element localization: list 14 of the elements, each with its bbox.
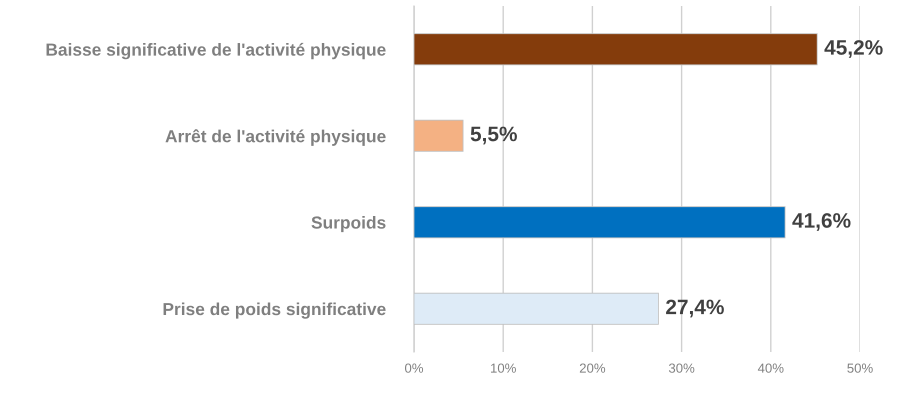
x-tick-label: 30% bbox=[668, 363, 694, 373]
x-tick-label: 40% bbox=[758, 363, 784, 373]
data-label: 27,4% bbox=[666, 300, 724, 318]
y-tick-label: Surpoids bbox=[311, 216, 386, 232]
data-label: 41,6% bbox=[792, 213, 851, 231]
data-label: 5,5% bbox=[470, 126, 517, 144]
data-label: 45,2% bbox=[824, 40, 883, 58]
x-tick-label: 0% bbox=[404, 363, 424, 373]
y-tick-label: Baisse significative de l'activité physique bbox=[46, 42, 386, 60]
x-tick-label: 20% bbox=[580, 363, 606, 373]
x-tick-label: 10% bbox=[491, 363, 516, 373]
x-tick-label: 50% bbox=[847, 363, 873, 373]
y-tick-label: Prise de poids significative bbox=[164, 302, 386, 319]
y-tick-label: Arrêt de l'activité physique bbox=[165, 129, 386, 146]
